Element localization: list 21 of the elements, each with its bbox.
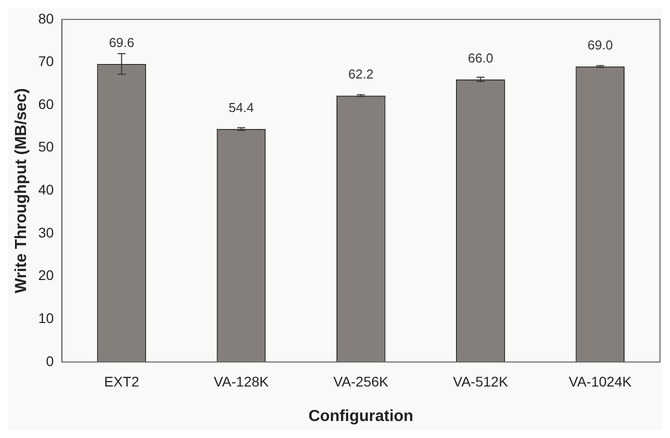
y-tick-label: 40 bbox=[38, 182, 54, 198]
y-tick-label: 30 bbox=[38, 224, 54, 240]
x-tick-label: EXT2 bbox=[104, 373, 140, 390]
y-tick-label: 0 bbox=[46, 352, 54, 369]
y-axis-title: Write Throughput (MB/sec) bbox=[13, 88, 30, 294]
data-label: 69.0 bbox=[588, 38, 613, 53]
y-tick-label: 80 bbox=[38, 10, 54, 26]
y-tick-label: 60 bbox=[38, 96, 54, 112]
data-label: 69.6 bbox=[108, 35, 134, 50]
x-tick-label: VA-256K bbox=[333, 373, 390, 390]
y-tick-label: 50 bbox=[38, 138, 54, 155]
y-tick-label: 70 bbox=[38, 53, 54, 70]
data-label: 54.4 bbox=[228, 100, 254, 116]
x-tick-label: VA-1024K bbox=[568, 373, 632, 390]
data-label: 66.0 bbox=[468, 50, 494, 66]
x-axis-title: Configuration bbox=[308, 408, 414, 425]
y-tick-label: 10 bbox=[38, 310, 54, 326]
y-tick-label: 20 bbox=[38, 267, 54, 284]
x-tick-label: VA-128K bbox=[214, 373, 270, 390]
data-label: 62.2 bbox=[348, 66, 374, 82]
x-tick-label: VA-512K bbox=[453, 373, 509, 390]
